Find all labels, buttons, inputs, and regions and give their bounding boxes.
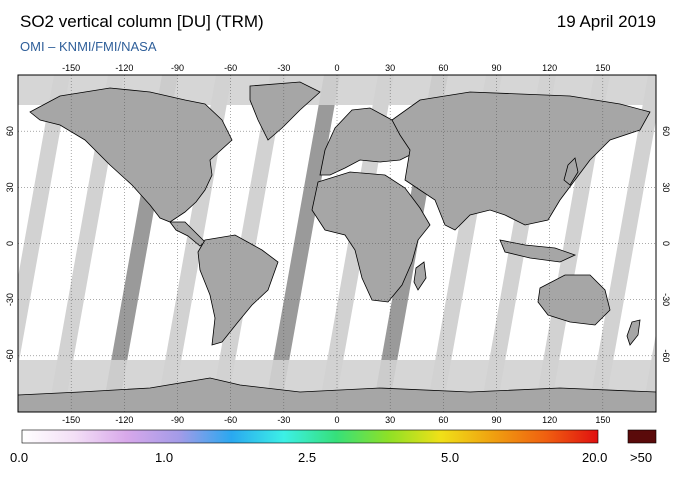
colorbar-label-4: 20.0: [582, 450, 608, 465]
lon-tick-label-bottom: 30: [385, 415, 395, 425]
lon-tick-label-top: -60: [224, 63, 237, 73]
orbit-gap-swath: [156, 75, 232, 412]
colorbar-gradient: [21, 429, 599, 444]
lat-tick-label-right: -60: [661, 349, 671, 362]
landmasses: [18, 81, 656, 412]
lon-tick-label-bottom: 150: [595, 415, 610, 425]
madagascar: [413, 261, 427, 291]
lat-tick-label-right: -30: [661, 293, 671, 306]
colorbar-label-3: 5.0: [441, 450, 460, 465]
lon-tick-label-bottom: 90: [491, 415, 501, 425]
south-america: [197, 234, 279, 346]
graticule: [18, 75, 656, 412]
lon-tick-label-top: 120: [542, 63, 557, 73]
lon-tick-label-bottom: -120: [115, 415, 133, 425]
colorbar-label-0: 0.0: [10, 450, 29, 465]
colorbar-overflow-label: >50: [630, 450, 653, 465]
japan: [563, 157, 579, 186]
map-frame: [17, 74, 657, 413]
lat-tick-label-left: -30: [5, 293, 15, 306]
lat-tick-label-right: 60: [661, 126, 671, 136]
lon-tick-label-top: 30: [385, 63, 395, 73]
new-zealand: [626, 319, 641, 346]
orbit-gap-swath: [18, 75, 70, 368]
observation-date: 19 April 2019: [556, 12, 656, 31]
lon-tick-label-bottom: 0: [334, 415, 339, 425]
lon-tick-label-top: -30: [277, 63, 290, 73]
australia: [537, 274, 611, 326]
lon-tick-label-bottom: 60: [438, 415, 448, 425]
lon-tick-label-bottom: -30: [277, 415, 290, 425]
lon-tick-label-bottom: -60: [224, 415, 237, 425]
lon-tick-label-top: -120: [115, 63, 133, 73]
indonesia: [499, 239, 577, 263]
colorbar-label-2: 2.5: [298, 450, 317, 465]
lat-tick-label-left: 0: [5, 241, 15, 246]
lon-tick-label-bottom: -90: [171, 415, 184, 425]
lon-tick-label-top: 90: [491, 63, 501, 73]
lon-tick-label-top: 60: [438, 63, 448, 73]
lon-tick-label-top: -90: [171, 63, 184, 73]
lat-tick-label-left: -60: [5, 349, 15, 362]
axis-ticks: -150 -150 -120 -120 -90 -90 -60 -60 -30 -30 0 0 30 30…: [5, 63, 671, 425]
colorbar-label-1: 1.0: [155, 450, 174, 465]
lon-tick-label-bottom: -150: [62, 415, 80, 425]
lat-tick-label-left: 30: [5, 182, 15, 192]
north-america: [29, 87, 233, 223]
lon-tick-label-top: -150: [62, 63, 80, 73]
greenland: [249, 81, 321, 141]
data-credit: OMI – KNMI/FMI/NASA: [20, 39, 157, 54]
lat-tick-label-right: 30: [661, 182, 671, 192]
orbit-gap-swath: [264, 75, 340, 412]
antarctica: [18, 377, 656, 412]
asia: [391, 91, 651, 231]
map-title: SO2 vertical column [DU] (TRM): [20, 12, 264, 31]
lat-tick-label-left: 60: [5, 126, 15, 136]
africa: [311, 171, 431, 303]
lat-tick-label-right: 0: [661, 241, 671, 246]
lon-tick-label-top: 0: [334, 63, 339, 73]
lon-tick-label-top: 150: [595, 63, 610, 73]
colorbar-overflow-swatch: [627, 429, 657, 444]
lon-tick-label-bottom: 120: [542, 415, 557, 425]
